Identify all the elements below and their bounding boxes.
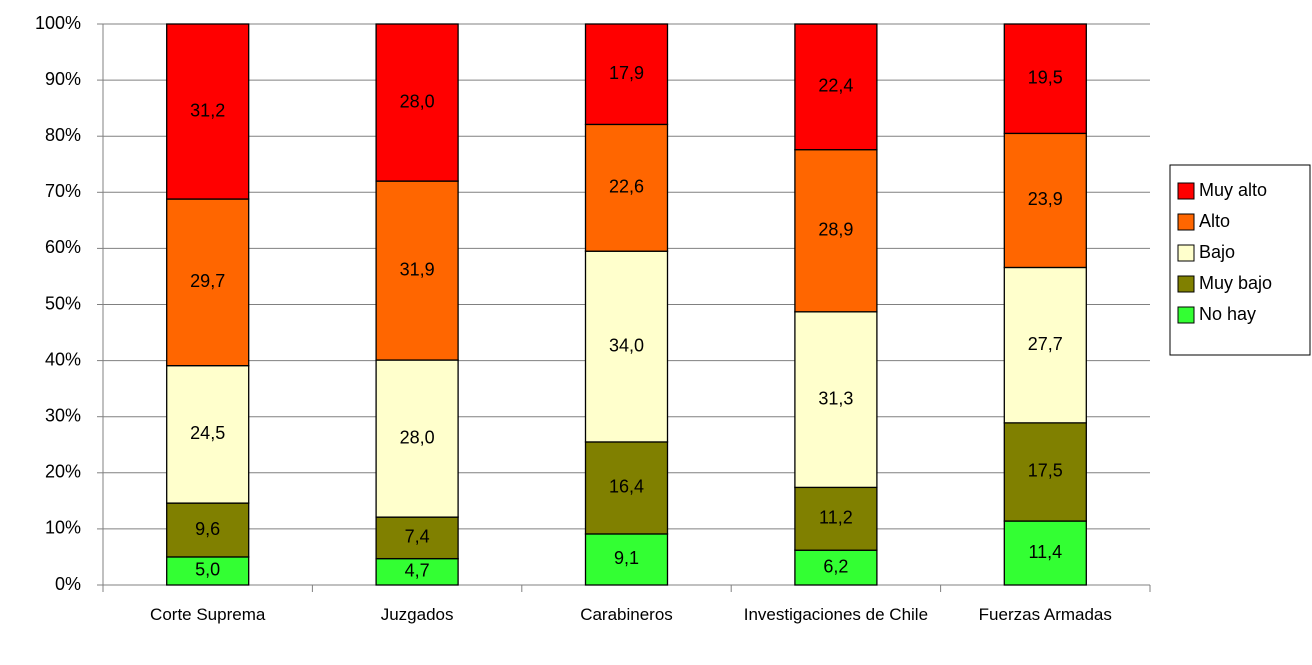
- bar-segment: [1003, 520, 1087, 586]
- legend-swatch: [1177, 306, 1195, 324]
- data-label: 28,0: [400, 91, 435, 111]
- data-label: 28,0: [400, 427, 435, 447]
- bar-segment: [794, 549, 878, 586]
- bar-segment: [166, 556, 250, 586]
- legend-label: Alto: [1199, 211, 1230, 231]
- y-tick-label: 30%: [45, 405, 81, 425]
- data-label: 9,1: [614, 548, 639, 568]
- y-tick-label: 60%: [45, 237, 81, 257]
- data-label: 17,5: [1028, 461, 1063, 481]
- x-tick-label: Fuerzas Armadas: [978, 605, 1112, 624]
- legend-swatch: [1177, 244, 1195, 262]
- bar-segment: [1003, 132, 1087, 269]
- data-label: 22,4: [818, 76, 853, 96]
- bar-segment: [375, 516, 459, 560]
- legend-label: No hay: [1199, 304, 1256, 324]
- bar-segment: [584, 250, 669, 443]
- bar-segment: [794, 23, 878, 151]
- y-tick-label: 70%: [45, 181, 81, 201]
- data-label: 6,2: [823, 556, 848, 576]
- legend-swatch: [1177, 213, 1195, 231]
- y-tick-label: 20%: [45, 462, 81, 482]
- data-label: 16,4: [609, 477, 644, 497]
- data-label: 31,9: [400, 259, 435, 279]
- data-label: 29,7: [190, 271, 225, 291]
- data-label: 11,2: [819, 508, 853, 528]
- data-label: 31,3: [818, 388, 853, 408]
- bar-segment: [794, 311, 878, 489]
- bar-segment: [375, 23, 459, 182]
- bar-segment: [584, 441, 669, 535]
- y-tick-label: 40%: [45, 349, 81, 369]
- data-label: 5,0: [195, 560, 220, 580]
- y-tick-label: 100%: [35, 13, 81, 33]
- y-tick-label: 90%: [45, 69, 81, 89]
- y-tick-label: 10%: [45, 518, 81, 538]
- y-tick-label: 50%: [45, 293, 81, 313]
- x-tick-label: Corte Suprema: [150, 605, 266, 624]
- bar-segment: [375, 557, 459, 586]
- bar-segment: [1003, 422, 1087, 522]
- bar-segment: [166, 364, 250, 504]
- data-label: 23,9: [1028, 189, 1063, 209]
- legend-label: Muy alto: [1199, 180, 1267, 200]
- x-tick-label: Investigaciones de Chile: [743, 605, 929, 624]
- data-label: 22,6: [609, 177, 644, 197]
- data-label: 11,4: [1028, 542, 1062, 562]
- data-label: 19,5: [1028, 67, 1063, 87]
- legend-swatch: [1177, 182, 1195, 200]
- legend-swatch: [1177, 275, 1195, 293]
- data-label: 24,5: [190, 423, 225, 443]
- bar-segment: [794, 149, 878, 313]
- data-label: 28,9: [818, 219, 853, 239]
- data-label: 27,7: [1028, 334, 1063, 354]
- bar-segment: [166, 23, 250, 200]
- data-label: 4,7: [405, 561, 430, 581]
- data-label: 9,6: [195, 519, 220, 539]
- x-tick-label: Carabineros: [580, 605, 673, 624]
- bar-segment: [1003, 23, 1087, 135]
- data-label: 17,9: [609, 63, 644, 83]
- y-tick-label: 80%: [45, 125, 81, 145]
- x-tick-label: Juzgados: [380, 605, 454, 624]
- data-label: 34,0: [609, 335, 644, 355]
- y-tick-label: 0%: [55, 574, 81, 594]
- legend-label: Muy bajo: [1199, 273, 1272, 293]
- bar-segment: [584, 123, 669, 252]
- data-label: 31,2: [190, 100, 225, 120]
- bar-segment: [584, 23, 669, 126]
- bar-segment: [375, 180, 459, 361]
- legend-label: Bajo: [1199, 242, 1235, 262]
- bar-segment: [166, 502, 250, 558]
- bar-segment: [584, 533, 669, 586]
- data-label: 7,4: [405, 527, 430, 547]
